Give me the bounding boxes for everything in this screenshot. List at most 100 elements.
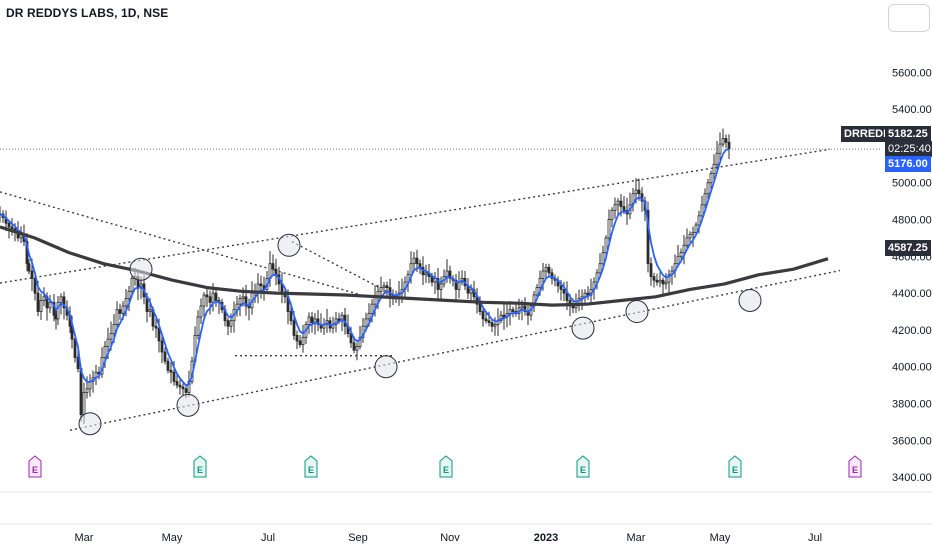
candle-body (703, 193, 707, 206)
candle-body (688, 233, 692, 239)
candle-body (613, 204, 617, 211)
candle-body (388, 287, 392, 296)
candle-body (511, 309, 515, 312)
candle-body (457, 281, 461, 290)
candle-body (256, 283, 260, 292)
candle-body (82, 392, 86, 415)
candle-body (601, 252, 605, 265)
candle-body (229, 320, 233, 327)
x-tick-label: Mar (75, 532, 94, 544)
candle-body (409, 263, 413, 276)
candle-body (694, 224, 698, 233)
candle-body (646, 209, 650, 265)
candle-body (205, 294, 209, 298)
candle-body (706, 182, 710, 195)
earnings-marker: E (576, 455, 590, 478)
candle-body (604, 237, 608, 254)
candle-body (619, 200, 623, 208)
candle-body (598, 263, 602, 274)
candle-body (367, 312, 371, 320)
candle-body (307, 316, 311, 325)
x-tick-label: May (710, 532, 731, 544)
candle-body (7, 222, 11, 228)
candle-body (298, 340, 302, 346)
y-tick-label: 4000.00 (892, 362, 932, 374)
candle-body (226, 320, 230, 327)
candle-body (244, 296, 248, 307)
y-tick-label: 5600.00 (892, 67, 932, 79)
candle-body (712, 163, 716, 174)
candle-body (622, 206, 626, 211)
candle-body (682, 244, 686, 254)
touch-circle (78, 412, 102, 436)
candle-body (130, 277, 134, 292)
earnings-label: E (852, 465, 858, 475)
candle-body (484, 318, 488, 322)
candle-body (658, 279, 662, 283)
candle-body (610, 209, 614, 220)
candle-body (607, 219, 611, 239)
candle-body (160, 340, 164, 353)
touch-circle (277, 233, 301, 257)
candle-body (10, 226, 14, 230)
earnings-badge (848, 455, 862, 478)
candle-body (36, 292, 40, 312)
price-axis: 5600.005400.005200.005000.004800.004600.… (892, 67, 932, 484)
candle-body (586, 292, 590, 296)
candle-body (709, 173, 713, 184)
candle-body (62, 296, 66, 309)
candle-body (418, 263, 422, 268)
candle-body (490, 322, 494, 327)
candle-body (169, 369, 173, 373)
sma-price-tag: 4587.25 (885, 240, 931, 256)
earnings-label: E (580, 465, 586, 475)
candle-body (358, 336, 362, 347)
y-tick-label: 3800.00 (892, 399, 932, 411)
candle-body (73, 338, 77, 358)
earnings-badge (193, 455, 207, 478)
candle-body (655, 279, 659, 283)
candle-body (718, 143, 722, 154)
candle-body (454, 279, 458, 290)
earnings-label: E (443, 465, 449, 475)
y-tick-label: 3400.00 (892, 472, 932, 484)
candle-body (166, 360, 170, 371)
earnings-label: E (732, 465, 738, 475)
candle-body (48, 301, 52, 309)
candle-body (379, 287, 383, 292)
candle-body (301, 336, 305, 346)
candle-body (616, 200, 620, 206)
candle-body (163, 351, 167, 362)
candle-body (691, 231, 695, 235)
earnings-badge (304, 455, 318, 478)
candle-body (241, 296, 245, 300)
touch-circle (571, 316, 595, 340)
candle-body (679, 252, 683, 257)
candle-body (415, 257, 419, 265)
candle-body (520, 305, 524, 309)
candle-body (238, 298, 242, 305)
time-axis: Mar May Jul Sep Nov 2023 Mar May Jul (0, 491, 932, 544)
candle-body (27, 263, 31, 272)
candle-body (178, 384, 182, 388)
earnings-badge (439, 455, 453, 478)
y-tick-label: 3600.00 (892, 435, 932, 447)
candle-body (175, 381, 179, 386)
top-right-control[interactable] (888, 4, 930, 32)
candle-body (562, 289, 566, 294)
candle-body (439, 283, 443, 290)
candle-body (199, 305, 203, 318)
candle-body (42, 296, 46, 301)
earnings-label: E (32, 465, 38, 475)
touch-circle (625, 300, 649, 324)
earnings-marker: E (304, 455, 318, 478)
candle-body (259, 283, 263, 287)
candle-body (352, 342, 356, 351)
candle-body (115, 309, 119, 325)
candle-body (271, 263, 275, 270)
candle-body (85, 388, 89, 393)
candle-body (289, 311, 293, 322)
candle-body (184, 388, 188, 393)
candle-body (481, 311, 485, 320)
